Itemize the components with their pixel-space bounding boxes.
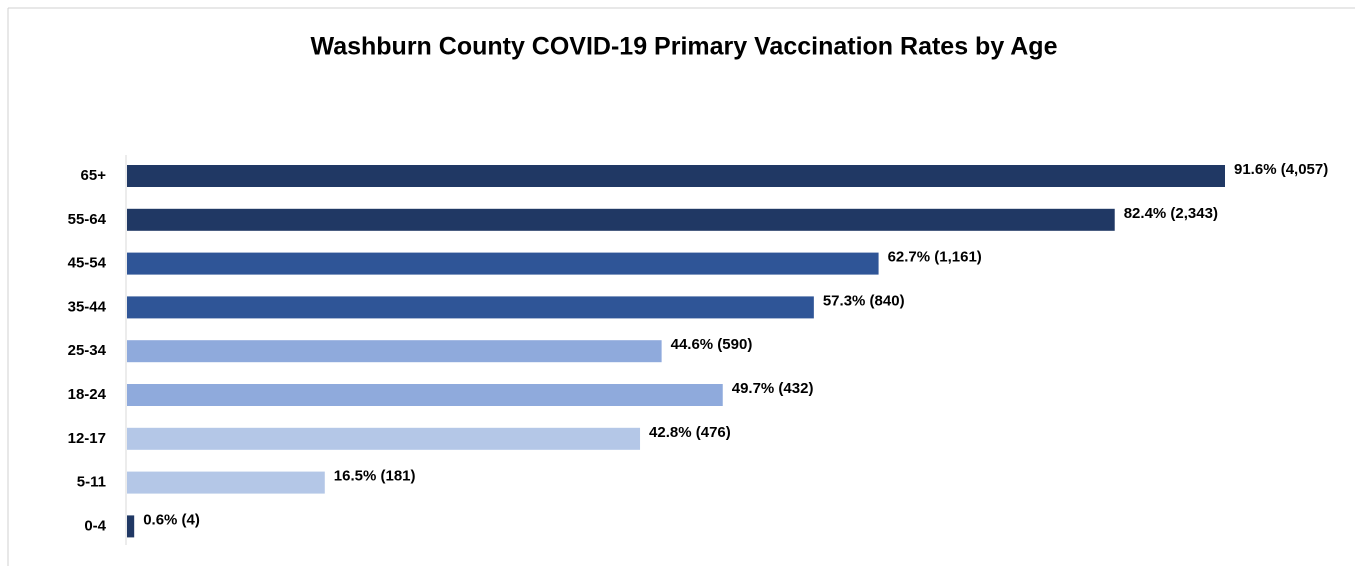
value-label: 82.4% (2,343) [1124,205,1218,222]
category-label: 0-4 [84,517,106,534]
bar [127,252,879,275]
bar [127,296,814,319]
value-label: 49.7% (432) [732,380,814,397]
bar [127,340,662,363]
value-label: 57.3% (840) [823,292,905,309]
bar [127,208,1115,231]
value-label: 62.7% (1,161) [888,249,982,266]
bar [127,427,641,450]
category-label: 65+ [81,167,107,184]
bar [127,515,135,538]
value-label: 42.8% (476) [649,424,731,441]
category-label: 55-64 [68,211,107,228]
value-label: 16.5% (181) [334,468,416,485]
category-label: 25-34 [68,342,107,359]
category-label: 18-24 [68,386,107,403]
value-label: 0.6% (4) [143,511,200,528]
category-label: 5-11 [77,474,106,491]
category-label: 12-17 [68,430,106,447]
category-label: 45-54 [68,255,107,272]
bar [127,165,1225,187]
category-label: 35-44 [68,298,107,315]
bar [127,471,325,494]
value-label: 44.6% (590) [671,336,753,353]
chart-title: Washburn County COVID-19 Primary Vaccina… [311,33,1058,61]
bar [127,384,723,406]
value-label: 91.6% (4,057) [1234,161,1328,178]
